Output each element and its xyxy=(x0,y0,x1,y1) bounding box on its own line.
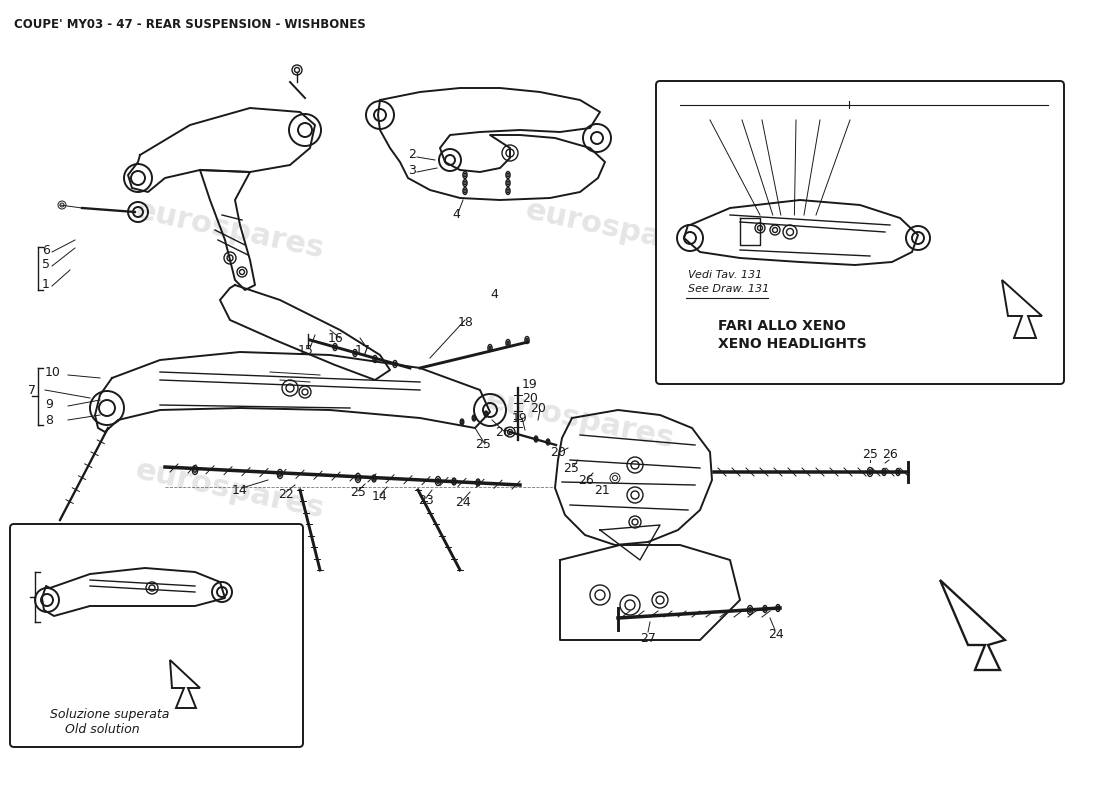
Text: Soluzione superata: Soluzione superata xyxy=(50,708,169,721)
Text: 22: 22 xyxy=(278,489,294,502)
Text: 8: 8 xyxy=(45,414,53,426)
Text: 9: 9 xyxy=(816,108,824,118)
Text: 1: 1 xyxy=(42,278,50,291)
Text: 19: 19 xyxy=(512,411,528,425)
Text: 8: 8 xyxy=(22,613,29,623)
Text: 7: 7 xyxy=(28,383,36,397)
Text: 7: 7 xyxy=(845,90,851,100)
Text: eurospares: eurospares xyxy=(522,196,717,264)
Text: 25: 25 xyxy=(563,462,579,474)
Text: 6: 6 xyxy=(42,243,50,257)
Text: 26: 26 xyxy=(495,426,510,438)
Text: 21: 21 xyxy=(594,483,609,497)
Text: COUPE' MY03 - 47 - REAR SUSPENSION - WISHBONES: COUPE' MY03 - 47 - REAR SUSPENSION - WIS… xyxy=(14,18,365,31)
Text: Vedi Tav. 131: Vedi Tav. 131 xyxy=(688,270,762,280)
Text: See Draw. 131: See Draw. 131 xyxy=(688,284,769,294)
Text: 24: 24 xyxy=(768,629,783,642)
Text: 23: 23 xyxy=(418,494,433,506)
Text: 25: 25 xyxy=(862,449,878,462)
FancyBboxPatch shape xyxy=(10,524,302,747)
Text: 25: 25 xyxy=(350,486,366,499)
Text: 4: 4 xyxy=(490,289,498,302)
Text: 9: 9 xyxy=(22,599,29,609)
Text: 13: 13 xyxy=(735,108,749,118)
Text: FARI ALLO XENO: FARI ALLO XENO xyxy=(718,319,846,333)
Text: 10: 10 xyxy=(45,366,60,379)
Text: XENO HEADLIGHTS: XENO HEADLIGHTS xyxy=(718,337,867,351)
Text: eurospares: eurospares xyxy=(483,386,678,454)
Text: 20: 20 xyxy=(530,402,546,414)
FancyBboxPatch shape xyxy=(656,81,1064,384)
Text: 26: 26 xyxy=(578,474,594,486)
Polygon shape xyxy=(1002,280,1042,338)
Text: 25: 25 xyxy=(475,438,491,451)
Polygon shape xyxy=(940,580,1005,670)
Text: 9: 9 xyxy=(45,398,53,411)
Text: 20: 20 xyxy=(550,446,565,458)
Text: 2: 2 xyxy=(408,149,416,162)
Text: 10: 10 xyxy=(789,108,803,118)
Text: 26: 26 xyxy=(882,449,898,462)
Polygon shape xyxy=(170,660,200,708)
Text: 7: 7 xyxy=(18,585,24,595)
Text: 8: 8 xyxy=(846,108,854,118)
Text: 19: 19 xyxy=(522,378,538,391)
Text: 5: 5 xyxy=(42,258,50,271)
Text: 16: 16 xyxy=(328,331,343,345)
Text: 12: 12 xyxy=(755,108,769,118)
Text: 27: 27 xyxy=(640,631,656,645)
Text: 11: 11 xyxy=(703,108,717,118)
Text: 17: 17 xyxy=(355,343,371,357)
Text: eurospares: eurospares xyxy=(133,456,327,524)
Text: Old solution: Old solution xyxy=(65,723,140,736)
Text: 24: 24 xyxy=(455,495,471,509)
Text: 10: 10 xyxy=(22,571,35,581)
Text: 14: 14 xyxy=(372,490,387,503)
Text: 20: 20 xyxy=(522,391,538,405)
Text: 4: 4 xyxy=(452,209,460,222)
Text: 3: 3 xyxy=(408,163,416,177)
Text: eurospares: eurospares xyxy=(133,196,327,264)
Text: 18: 18 xyxy=(458,315,474,329)
Text: 15: 15 xyxy=(298,343,314,357)
Text: 14: 14 xyxy=(232,483,248,497)
